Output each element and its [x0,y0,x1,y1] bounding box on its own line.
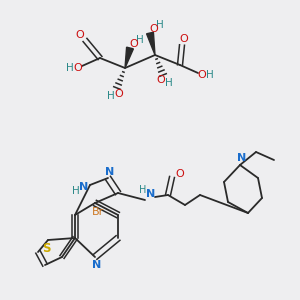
Text: N: N [105,167,115,177]
Text: H: H [156,20,164,30]
Text: O: O [180,34,188,44]
Text: H: H [206,70,214,80]
Text: O: O [130,39,138,49]
Text: H: H [165,78,173,88]
Text: Br: Br [92,207,104,217]
Text: N: N [146,189,156,199]
Text: H: H [66,63,74,73]
Text: H: H [107,91,115,101]
Text: O: O [76,30,84,40]
Text: O: O [157,75,165,85]
Polygon shape [125,47,134,68]
Text: O: O [74,63,82,73]
Text: O: O [150,24,158,34]
Text: O: O [176,169,184,179]
Text: N: N [80,182,88,192]
Text: O: O [198,70,206,80]
Text: N: N [237,153,247,163]
Text: H: H [72,186,80,196]
Polygon shape [147,32,155,55]
Text: S: S [42,242,50,254]
Text: H: H [136,35,144,45]
Text: N: N [92,260,102,270]
Text: O: O [115,89,123,99]
Text: H: H [139,185,147,195]
